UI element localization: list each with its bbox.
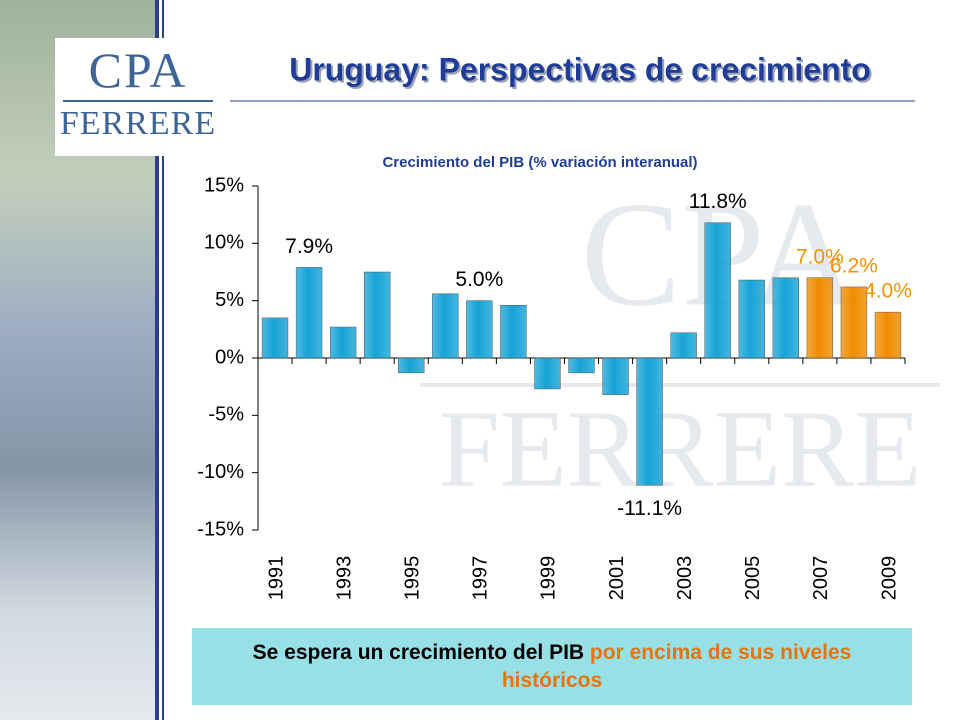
bar <box>295 267 323 359</box>
y-tick-label: 10% <box>204 232 244 254</box>
bar <box>840 286 868 359</box>
y-tick-label: -10% <box>197 461 244 483</box>
y-tick-label: 0% <box>215 346 244 368</box>
value-label: 7.9% <box>285 235 333 258</box>
value-label: 7.0% <box>796 245 844 268</box>
logo-bottom: FERRERE <box>59 105 217 142</box>
bar <box>398 357 425 374</box>
bar <box>568 357 595 374</box>
watermark: FERRERE <box>439 387 922 509</box>
y-tick-label: 5% <box>215 289 244 311</box>
bar <box>329 326 357 359</box>
value-label: 6.2% <box>830 254 878 277</box>
x-tick-label: 2001 <box>606 556 628 601</box>
message-box: Se espera un crecimiento del PIB por enc… <box>192 628 912 705</box>
logo: CPA FERRERE <box>55 38 221 156</box>
value-label: 5.0% <box>455 268 503 291</box>
bar <box>704 222 731 359</box>
bar <box>670 332 697 359</box>
bar <box>738 279 765 359</box>
logo-rule <box>63 100 213 102</box>
y-tick-label: -15% <box>197 518 244 540</box>
value-label: 4.0% <box>864 280 912 303</box>
bar <box>363 271 391 359</box>
x-tick-label: 2009 <box>878 556 900 601</box>
x-tick-label: 1995 <box>402 556 424 601</box>
bar <box>602 357 629 395</box>
divider <box>162 0 164 720</box>
bar <box>534 357 561 390</box>
logo-top: CPA <box>88 42 188 98</box>
bar <box>874 311 902 359</box>
divider <box>155 0 159 720</box>
x-tick-label: 1993 <box>333 556 355 601</box>
value-label: -11.1% <box>617 497 682 520</box>
title-shadow: Uruguay: Perspectivas de crecimiento <box>291 53 873 89</box>
x-tick-label: 2003 <box>674 556 696 601</box>
message: Se espera un crecimiento del PIB <box>252 641 590 664</box>
message-highlight: por encima de sus niveles históricos <box>501 641 852 692</box>
bar <box>806 277 834 359</box>
bar <box>500 305 527 359</box>
x-tick-label: 1997 <box>470 556 492 601</box>
bar <box>432 293 459 359</box>
y-tick-label: 15% <box>204 174 244 196</box>
bar <box>466 300 493 359</box>
bar <box>772 277 800 359</box>
chart-subtitle: Crecimiento del PIB (% variación interan… <box>382 154 697 171</box>
value-label: 11.8% <box>689 190 747 213</box>
x-tick-label: 1991 <box>265 556 287 601</box>
x-tick-label: 1999 <box>538 556 560 601</box>
x-tick-label: 2007 <box>810 556 832 601</box>
x-tick-label: 2005 <box>742 556 764 601</box>
bar <box>261 317 289 359</box>
y-tick-label: -5% <box>208 404 244 426</box>
chart-title: Uruguay: Perspectivas de crecimiento <box>289 51 871 87</box>
bar <box>636 357 663 486</box>
